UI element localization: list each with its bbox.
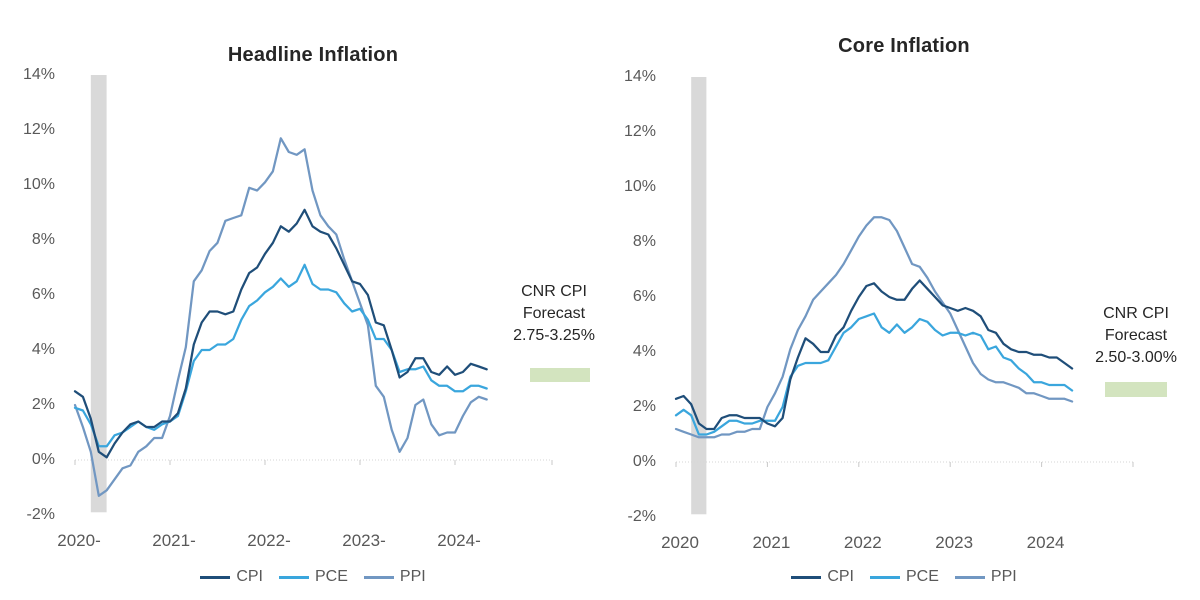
x-tick-label: 2021 (752, 533, 791, 552)
y-tick-label: 12% (22, 121, 55, 138)
legend-item-ppi: PPI (954, 568, 1017, 586)
core-legend: CPI PCE PPI (744, 568, 1064, 586)
x-tick-label: 2022- (247, 531, 291, 550)
legend-item-cpi: CPI (791, 568, 854, 586)
forecast-annotation-line: 2.50-3.00% (1095, 349, 1177, 366)
legend-swatch-pce (869, 575, 900, 579)
y-tick-label: 14% (22, 66, 55, 83)
y-tick-label: 8% (31, 231, 55, 248)
y-tick-label: 8% (632, 233, 656, 250)
x-tick-label: 2024 (1026, 533, 1065, 552)
x-tick-label: 2020 (661, 533, 699, 552)
x-tick-label: 2023 (935, 533, 974, 552)
y-tick-label: 0% (31, 451, 55, 468)
y-tick-label: 10% (22, 176, 55, 193)
y-tick-label: 12% (623, 123, 656, 140)
y-tick-label: -2% (26, 506, 55, 523)
core-pce-line (674, 312, 1074, 436)
headline-chart-title: Headline Inflation (227, 43, 399, 66)
legend-item-pce: PCE (869, 568, 939, 586)
legend-label: PCE (905, 568, 939, 585)
legend-label: CPI (827, 568, 854, 585)
legend-label: PPI (399, 568, 426, 585)
legend-item-cpi: CPI (200, 568, 263, 586)
y-tick-label: 14% (623, 68, 656, 85)
y-tick-label: 0% (632, 453, 656, 470)
y-tick-label: 2% (632, 398, 656, 415)
forecast-annotation-line: CNR CPI (521, 283, 587, 300)
core-forecast-range-box (1105, 382, 1167, 397)
y-tick-label: 4% (632, 343, 656, 360)
y-tick-label: 10% (623, 178, 656, 195)
legend-label: PCE (314, 568, 348, 585)
legend-swatch-cpi (791, 575, 822, 579)
headline-forecast-annotation: CNR CPI Forecast 2.75-3.25% (466, 281, 642, 347)
headline-legend: CPI PCE PPI (153, 568, 473, 586)
core-forecast-annotation: CNR CPI Forecast 2.50-3.00% (1048, 303, 1200, 369)
x-tick-label: 2024- (437, 531, 481, 550)
headline-forecast-range-box (530, 368, 590, 382)
x-tick-label: 2021- (152, 531, 196, 550)
forecast-annotation-line: Forecast (522, 305, 586, 322)
headline-recession-band (90, 75, 107, 513)
core-cpi-line (674, 279, 1074, 431)
legend-label: CPI (236, 568, 263, 585)
forecast-annotation-line: Forecast (1104, 327, 1168, 344)
y-tick-label: 6% (31, 286, 55, 303)
legend-item-pce: PCE (278, 568, 348, 586)
core-ppi-line (674, 216, 1074, 439)
legend-item-ppi: PPI (363, 568, 426, 586)
headline-pce-line (73, 263, 488, 448)
x-tick-label: 2022 (843, 533, 882, 552)
legend-label: PPI (990, 568, 1017, 585)
core-recession-band (691, 77, 707, 515)
legend-swatch-cpi (200, 575, 231, 579)
headline-ppi-line (73, 137, 488, 497)
legend-swatch-ppi (363, 575, 394, 579)
forecast-annotation-line: CNR CPI (1103, 305, 1169, 322)
x-tick-label: 2020- (57, 531, 101, 550)
y-tick-label: 6% (632, 288, 656, 305)
y-tick-label: 4% (31, 341, 55, 358)
forecast-annotation-line: 2.75-3.25% (513, 327, 595, 344)
legend-swatch-pce (278, 575, 309, 579)
legend-swatch-ppi (954, 575, 985, 579)
y-tick-label: 2% (31, 396, 55, 413)
headline-cpi-line (73, 208, 488, 459)
core-chart-title: Core Inflation (838, 34, 970, 57)
y-tick-label: -2% (627, 508, 656, 525)
x-tick-label: 2023- (342, 531, 386, 550)
